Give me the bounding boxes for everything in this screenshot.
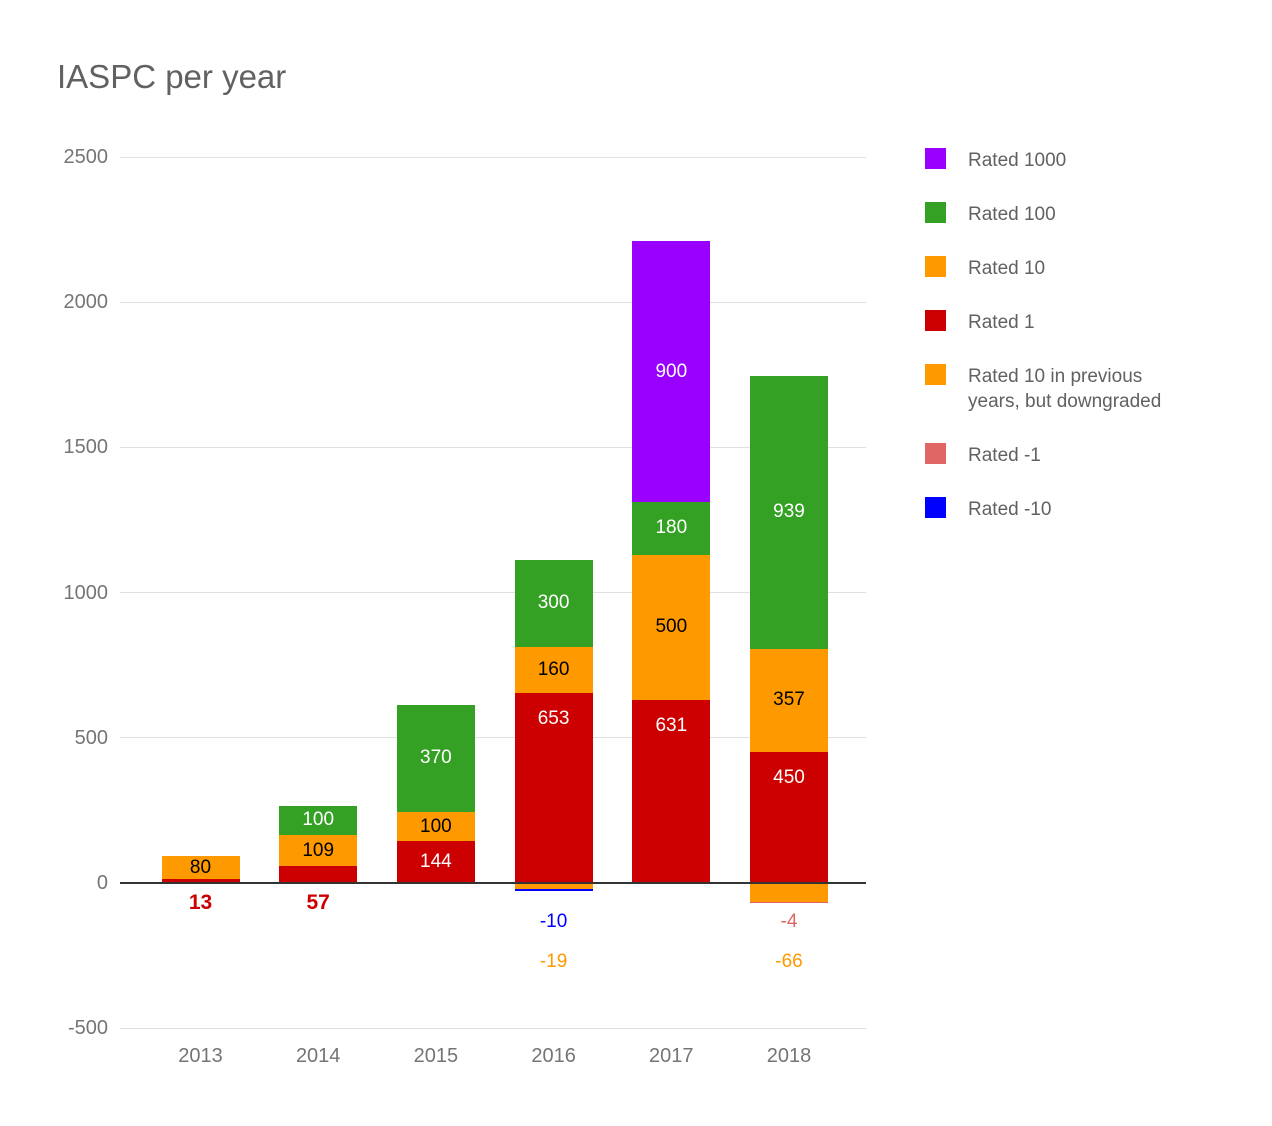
legend-item-label: Rated 1: [968, 312, 1035, 333]
bar-segment-rated-10[interactable]: [750, 648, 828, 753]
x-axis-label: 2017: [649, 1045, 694, 1067]
y-axis-tick-label: 2000: [63, 291, 109, 314]
bar-value-label: 500: [655, 616, 688, 638]
bar-segment-rated-100[interactable]: [750, 375, 828, 649]
bar-value-label: 631: [655, 714, 688, 736]
legend-swatch: [925, 443, 946, 464]
bar-value-label: 939: [773, 501, 805, 523]
x-axis-label: 2013: [178, 1045, 223, 1067]
x-axis-label: 2015: [413, 1045, 459, 1067]
bar-segment-rated-10[interactable]: [161, 855, 240, 880]
bar-segment-rated-10[interactable]: [514, 888, 593, 892]
legend-item: Rated 10: [925, 256, 1225, 281]
bar-segment-rated-100[interactable]: [396, 704, 475, 813]
bar-value-label: -10: [539, 911, 568, 932]
bar-segment-rated-100[interactable]: [279, 805, 358, 835]
bar-segment-rated-1[interactable]: [396, 841, 475, 883]
gridline: [120, 737, 866, 739]
bar-value-label: 357: [773, 689, 805, 711]
bar-value-label: 109: [302, 839, 335, 861]
legend-item: Rated 1: [925, 310, 1225, 335]
gridline: [120, 1027, 866, 1029]
legend-swatch: [925, 202, 946, 223]
legend-item-label: Rated -1: [968, 445, 1041, 466]
chart-title: IASPC per year: [57, 58, 287, 95]
bar-value-label: 57: [306, 891, 330, 914]
bar-segment-rated-10[interactable]: [396, 812, 475, 842]
y-axis-tick-label: 2500: [63, 146, 109, 168]
y-axis-tick-label: 1500: [63, 436, 109, 459]
bar-value-label: 80: [189, 856, 212, 878]
legend-item-label: Rated -10: [968, 499, 1052, 520]
x-axis-label: 2014: [295, 1045, 341, 1067]
bar-segment-rated-10[interactable]: [514, 646, 593, 694]
bar-segment-rated-1[interactable]: [514, 693, 593, 883]
bar-value-label: -66: [775, 951, 803, 972]
bar-segment-rated-1[interactable]: [632, 699, 711, 883]
legend-swatch: [925, 256, 946, 277]
bar-segment-rated-100[interactable]: [514, 559, 593, 647]
bar-segment-rated-1[interactable]: [750, 752, 828, 883]
gridline: [120, 301, 866, 303]
bar-segment-rated-1[interactable]: [161, 879, 240, 883]
y-axis-tick-label: -500: [67, 1017, 108, 1040]
bar-segment-rated-10-in-previous-years-but-downgraded[interactable]: [514, 883, 593, 889]
x-axis-label: 2016: [531, 1045, 576, 1067]
gridline: [120, 592, 866, 594]
bar-segment-rated-10[interactable]: [632, 554, 711, 700]
legend-item: Rated -1: [925, 443, 1225, 468]
legend-item: Rated 1000: [925, 148, 1225, 173]
bar-value-label: 160: [537, 659, 570, 681]
bar-value-label: -4: [780, 911, 798, 932]
y-axis-tick-label: 500: [74, 726, 108, 749]
legend: Rated 1000 Rated 100 Rated 10 Rated 1 Rated …: [925, 148, 1225, 551]
bar-value-label: 144: [420, 851, 452, 873]
bar-value-label: 300: [537, 592, 570, 614]
bar-value-label: 100: [302, 809, 335, 831]
bar-value-label: -19: [539, 951, 568, 972]
x-axis-label: 2018: [766, 1045, 812, 1067]
bar-value-label: 900: [655, 360, 688, 382]
legend-swatch: [925, 148, 946, 169]
bar-segment-rated-10[interactable]: [279, 834, 358, 867]
gridline: [120, 446, 866, 448]
legend-item-label: Rated 10: [968, 258, 1046, 279]
bar-segment-rated-1000[interactable]: [632, 240, 711, 503]
bar-value-label: 100: [420, 815, 452, 837]
bar-value-label: 653: [537, 708, 570, 730]
bar-value-label: 180: [655, 517, 688, 539]
y-axis-tick-label: 1000: [63, 581, 109, 604]
gridline: [120, 156, 866, 158]
legend-item: Rated 10 in previous years, but downgrad…: [925, 364, 1225, 414]
bar-segment-rated-1[interactable]: [279, 866, 358, 883]
bar-segment-rated-10-in-previous-years-but-downgraded[interactable]: [750, 883, 828, 903]
legend-swatch: [925, 310, 946, 331]
bar-value-label: 13: [188, 891, 213, 914]
bar-segment-rated-100[interactable]: [632, 502, 711, 555]
legend-item-label: Rated 10 in previous years, but downgrad…: [968, 366, 1162, 412]
x-axis-line: [120, 882, 866, 884]
bar-value-label: 370: [420, 747, 452, 769]
legend-item: Rated 100: [925, 202, 1225, 227]
legend-swatch: [925, 364, 946, 385]
legend-item-label: Rated 1000: [968, 150, 1067, 171]
bar-value-label: 450: [773, 767, 805, 789]
legend-item: Rated -10: [925, 497, 1225, 522]
bar-segment-rated-1[interactable]: [750, 902, 828, 904]
y-axis-tick-label: 0: [96, 872, 108, 894]
legend-swatch: [925, 497, 946, 518]
legend-item-label: Rated 100: [968, 204, 1056, 225]
